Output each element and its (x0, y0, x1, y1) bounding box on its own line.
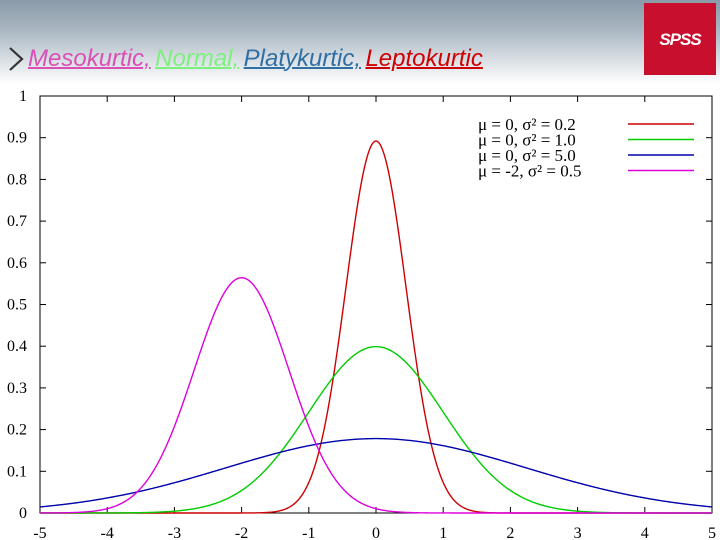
title-platykurtic: Platykurtic, (243, 45, 361, 72)
x-tick-label: 0 (372, 525, 380, 540)
slide-header-band (0, 0, 720, 84)
x-tick-label: -2 (235, 525, 248, 540)
y-tick-label: 0.3 (7, 380, 27, 397)
title-mesokurtic: Mesokurtic, (28, 45, 151, 72)
x-tick-label: 5 (708, 525, 716, 540)
series-line-3 (40, 277, 712, 514)
slide-title: Mesokurtic, Normal, Platykurtic, Leptoku… (6, 42, 483, 76)
y-tick-label: 0.2 (7, 422, 27, 439)
spss-logo: SPSS (644, 3, 716, 75)
x-tick-label: 2 (506, 525, 514, 540)
x-tick-label: -1 (302, 525, 315, 540)
x-tick-label: 1 (439, 525, 447, 540)
chevron-right-icon (6, 42, 28, 76)
y-tick-label: 0 (19, 505, 27, 522)
y-tick-label: 0.6 (7, 255, 27, 272)
title-leptokurtic: Leptokurtic (365, 45, 483, 72)
y-tick-label: 0.1 (7, 463, 27, 480)
x-tick-label: -5 (33, 525, 46, 540)
axis-ticks: -5 -4 -3 -2 -1 0 1 2 3 4 5 0 0.1 0.2 0.3 0.4 0.5 0.6 0.7 0.… (7, 88, 716, 540)
legend-label: μ = 0, σ² = 0.2 (478, 115, 576, 134)
y-tick-label: 0.7 (7, 213, 27, 230)
legend-label: μ = -2, σ² = 0.5 (478, 162, 581, 181)
plot-frame (39, 95, 713, 514)
series-line-2 (39, 437, 713, 508)
legend: μ = 0, σ² = 0.2μ = 0, σ² = 1.0μ = 0, σ² … (478, 115, 694, 181)
y-tick-label: 0.9 (7, 130, 27, 147)
legend-label: μ = 0, σ² = 1.0 (478, 131, 576, 150)
x-tick-label: -4 (101, 525, 114, 540)
logo-text: SPSS (659, 30, 701, 49)
series-line-0 (40, 140, 712, 514)
y-tick-label: 0.5 (7, 297, 27, 314)
y-tick-label: 1 (19, 88, 27, 105)
x-tick-label: -3 (168, 525, 181, 540)
series-curves (39, 140, 713, 514)
y-tick-label: 0.8 (7, 171, 27, 188)
x-tick-label: 4 (641, 525, 649, 540)
title-normal: Normal, (155, 45, 240, 72)
y-tick-label: 0.4 (7, 338, 27, 355)
x-tick-label: 3 (574, 525, 582, 540)
legend-label: μ = 0, σ² = 5.0 (478, 146, 576, 165)
